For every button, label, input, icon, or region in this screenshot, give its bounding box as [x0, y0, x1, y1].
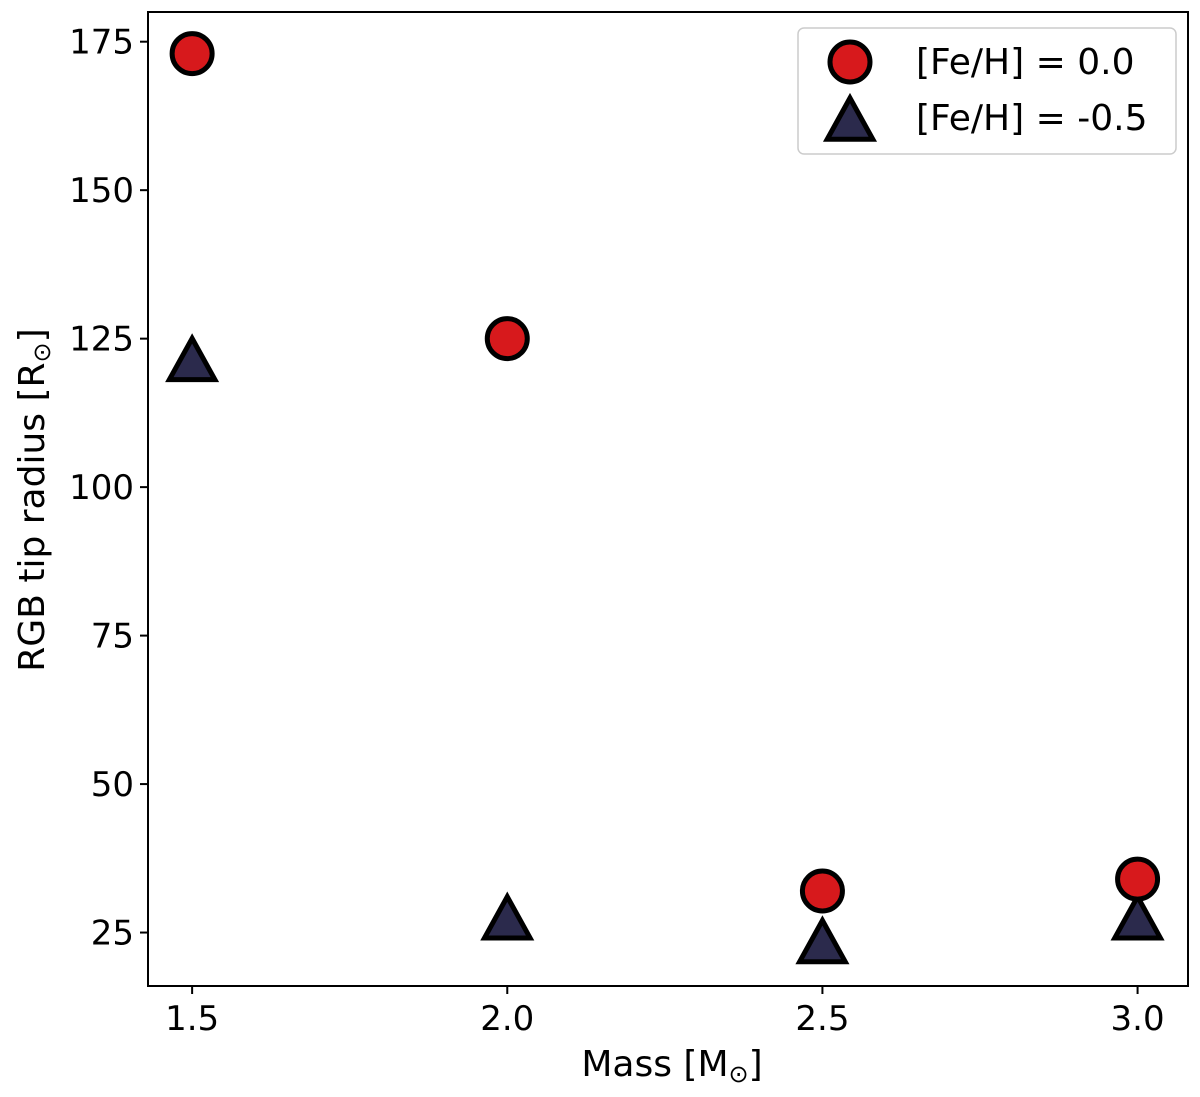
legend-label-series-1: [Fe/H] = -0.5 — [916, 98, 1147, 139]
data-point-circle — [484, 316, 530, 362]
x-axis: 1.5 2.0 2.5 3.0 — [165, 986, 1165, 1039]
y-tick-label: 50 — [91, 765, 134, 805]
x-axis-label: Mass [M⊙] — [581, 1044, 762, 1088]
legend: [Fe/H] = 0.0 [Fe/H] = -0.5 — [797, 27, 1177, 155]
y-axis-label: RGB tip radius [R⊙] — [12, 328, 56, 671]
y-tick-label: 175 — [69, 23, 134, 63]
data-point-triangle — [1110, 891, 1165, 941]
data-point-circle — [799, 868, 845, 914]
y-axis-label-sub: ⊙ — [28, 342, 56, 362]
legend-swatch-circle — [827, 39, 873, 85]
y-tick-label: 25 — [91, 914, 134, 954]
x-axis-label-close: ] — [749, 1044, 763, 1085]
data-points — [165, 31, 1165, 965]
y-axis-label-close: ] — [12, 328, 53, 342]
data-point-triangle — [480, 891, 535, 941]
y-tick-label: 75 — [91, 617, 134, 657]
y-axis-label-main: RGB tip radius [R — [12, 362, 53, 671]
y-tick-label: 100 — [69, 468, 134, 508]
data-point-circle — [1115, 856, 1161, 902]
data-point-triangle — [165, 333, 220, 383]
y-axis: 25 50 75 100 125 150 175 — [69, 23, 148, 954]
x-tick-label: 1.5 — [165, 999, 219, 1039]
x-tick-label: 2.5 — [795, 999, 849, 1039]
legend-label-series-0: [Fe/H] = 0.0 — [916, 42, 1134, 83]
x-tick-label: 3.0 — [1111, 999, 1165, 1039]
x-axis-label-sub: ⊙ — [729, 1060, 749, 1088]
y-tick-label: 150 — [69, 171, 134, 211]
legend-swatches — [822, 39, 878, 142]
legend-box — [797, 27, 1177, 155]
y-tick-label: 125 — [69, 320, 134, 360]
legend-swatch-triangle — [822, 92, 878, 142]
data-point-circle — [169, 31, 215, 77]
x-axis-label-main: Mass [M — [581, 1044, 728, 1085]
data-point-triangle — [795, 915, 850, 965]
plot-area-frame — [147, 11, 1189, 987]
x-tick-label: 2.0 — [480, 999, 534, 1039]
